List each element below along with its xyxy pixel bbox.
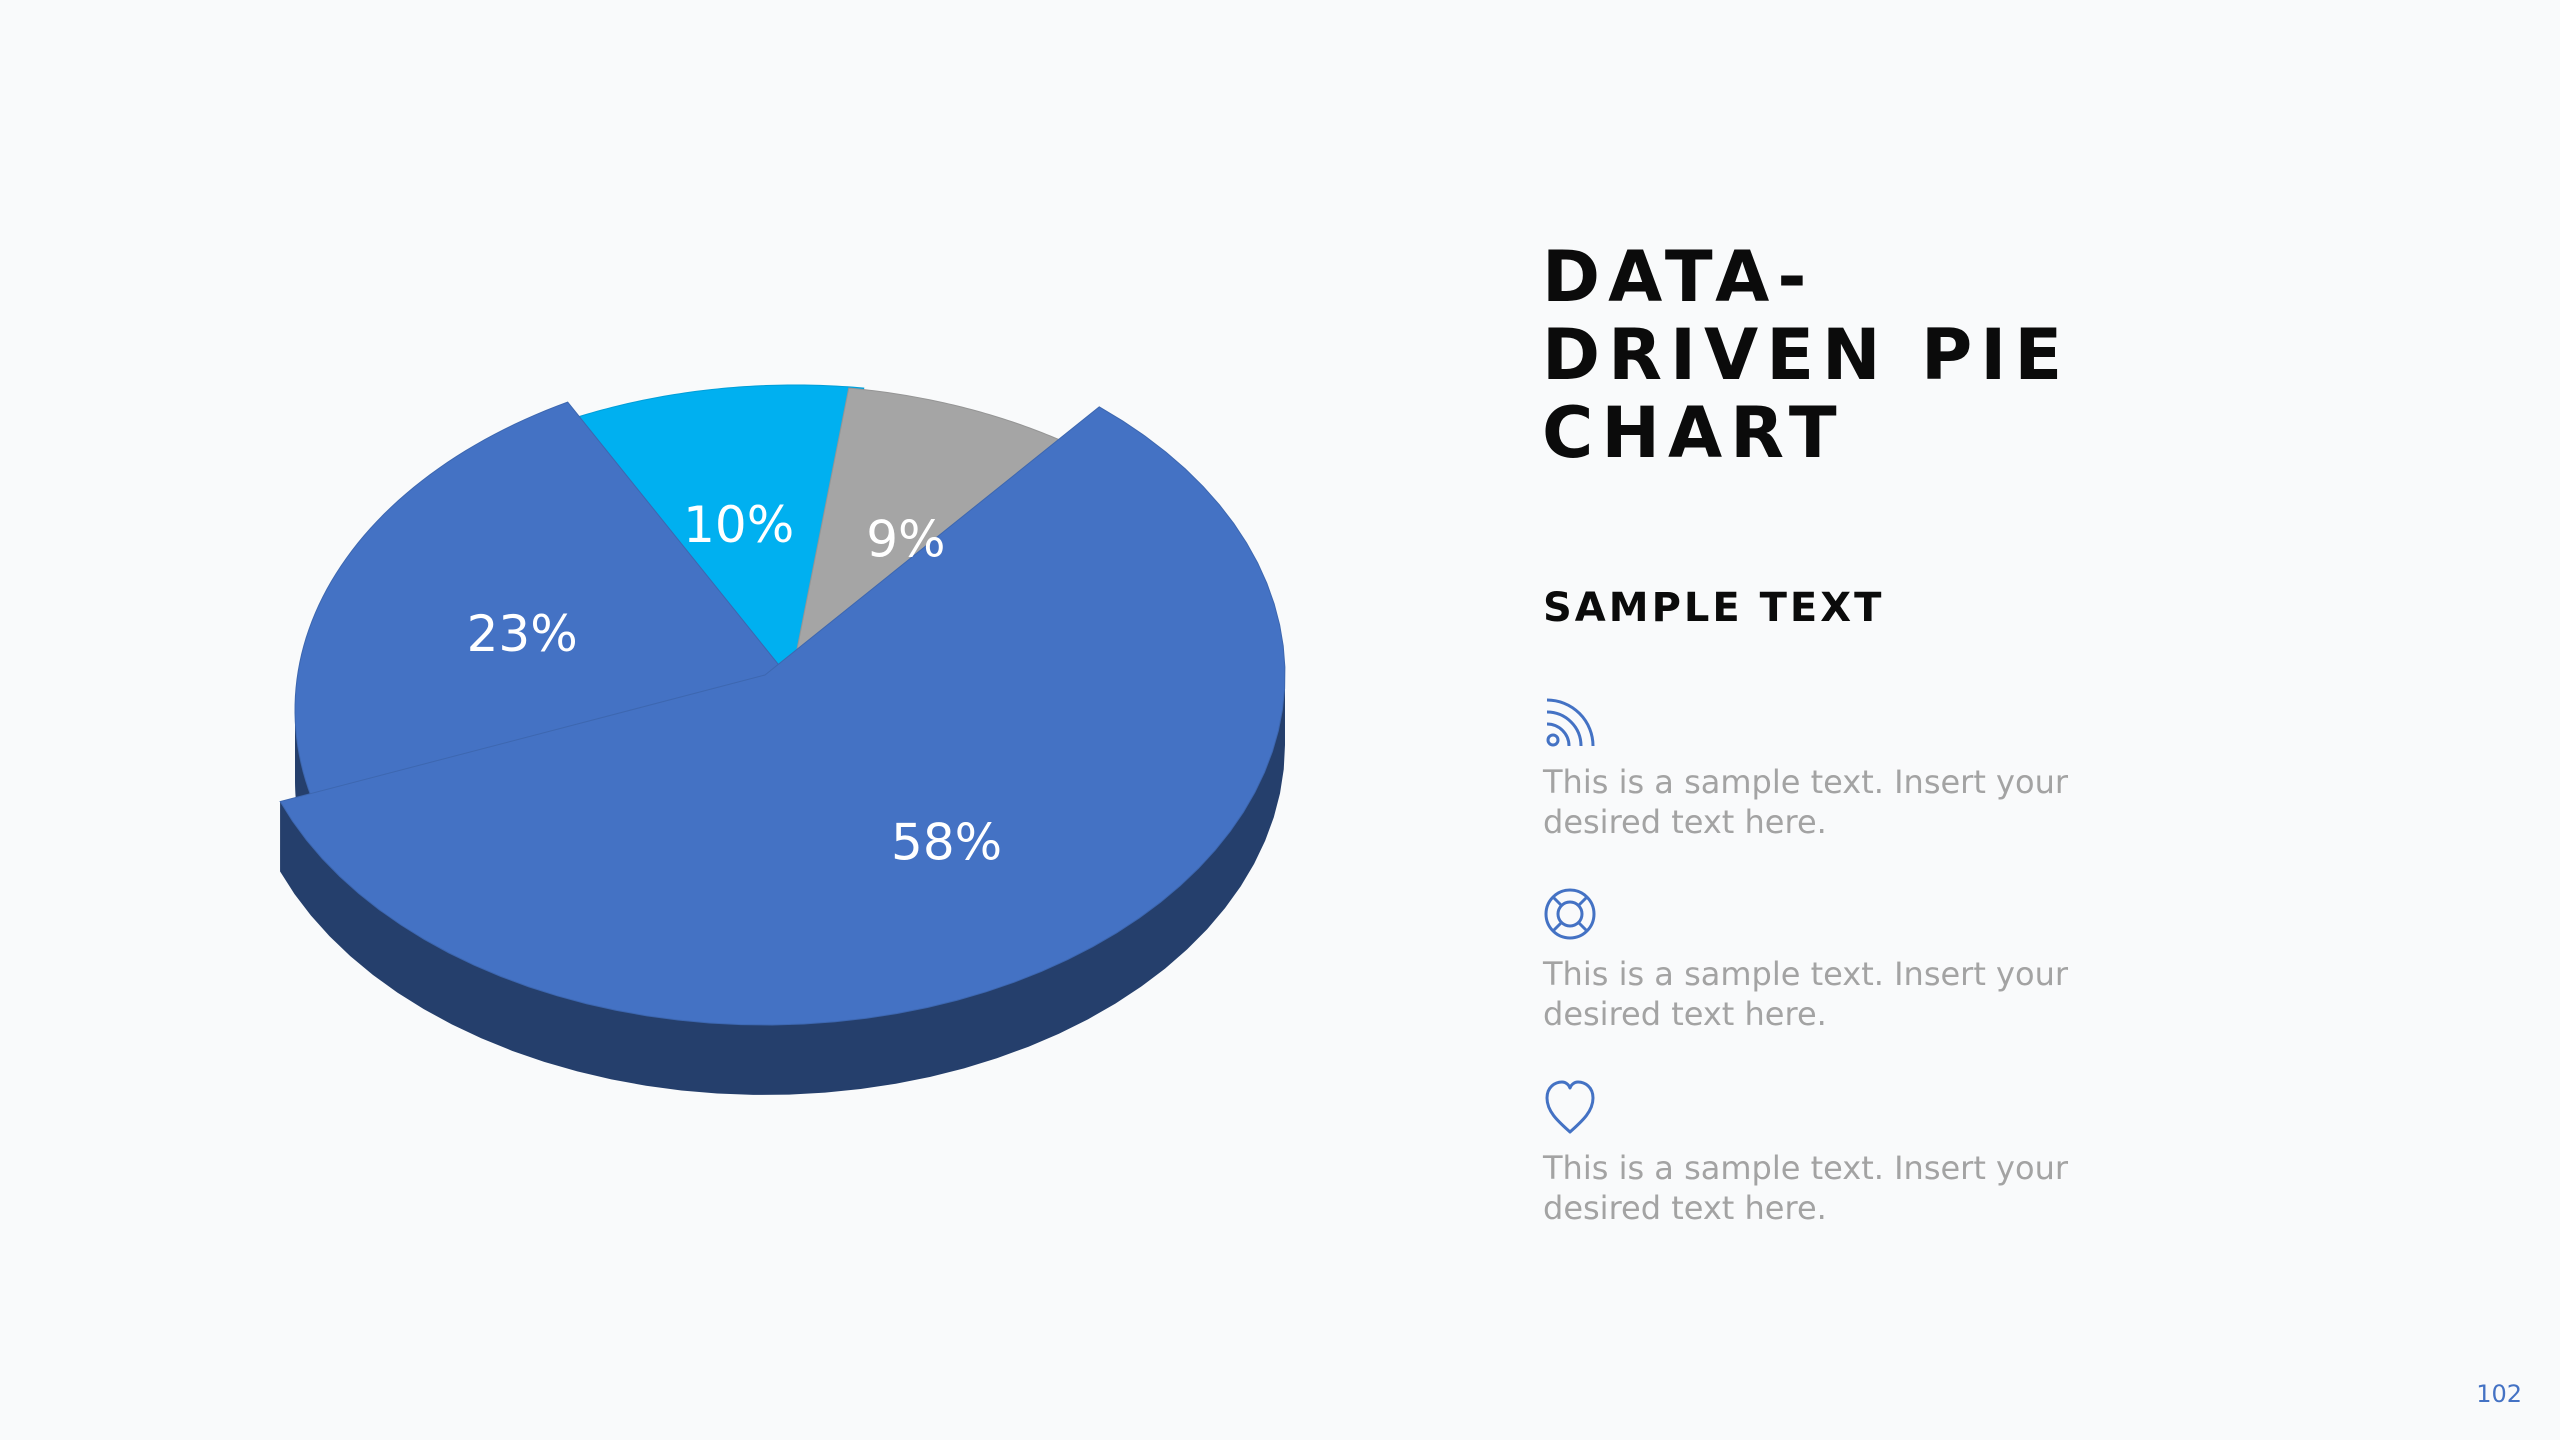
pie-slice-1-wall bbox=[280, 675, 1285, 1095]
page-number: 102 bbox=[2476, 1380, 2522, 1408]
heart-icon bbox=[1545, 1080, 1595, 1134]
lifebuoy-icon bbox=[1544, 888, 1596, 940]
feature-text-1: This is a sample text. Insert your desir… bbox=[1543, 763, 2068, 841]
pie-chart: 58% 23% 10% 9% bbox=[279, 384, 1286, 1095]
pie-label-3: 10% bbox=[683, 496, 794, 554]
feature-item-3: This is a sample text. Insert your desir… bbox=[1543, 1076, 2243, 1228]
pie-slice-1 bbox=[279, 406, 1286, 1095]
feature-item-1: This is a sample text. Insert your desir… bbox=[1543, 690, 2243, 842]
section-subtitle: SAMPLE TEXT bbox=[1543, 585, 1885, 631]
pie-label-1: 58% bbox=[891, 813, 1002, 871]
feature-text-2: This is a sample text. Insert your desir… bbox=[1543, 955, 2068, 1033]
pie-label-4: 9% bbox=[866, 510, 945, 568]
feature-text-3: This is a sample text. Insert your desir… bbox=[1543, 1149, 2068, 1227]
slide-title: DATA- DRIVEN PIE CHART bbox=[1542, 236, 2071, 474]
feature-item-2: This is a sample text. Insert your desir… bbox=[1543, 882, 2243, 1034]
pie-slice-1-top bbox=[279, 406, 1286, 1026]
pie-label-2: 23% bbox=[467, 605, 578, 663]
pie-slice-3-top bbox=[546, 384, 865, 737]
wifi-icon bbox=[1546, 698, 1595, 747]
